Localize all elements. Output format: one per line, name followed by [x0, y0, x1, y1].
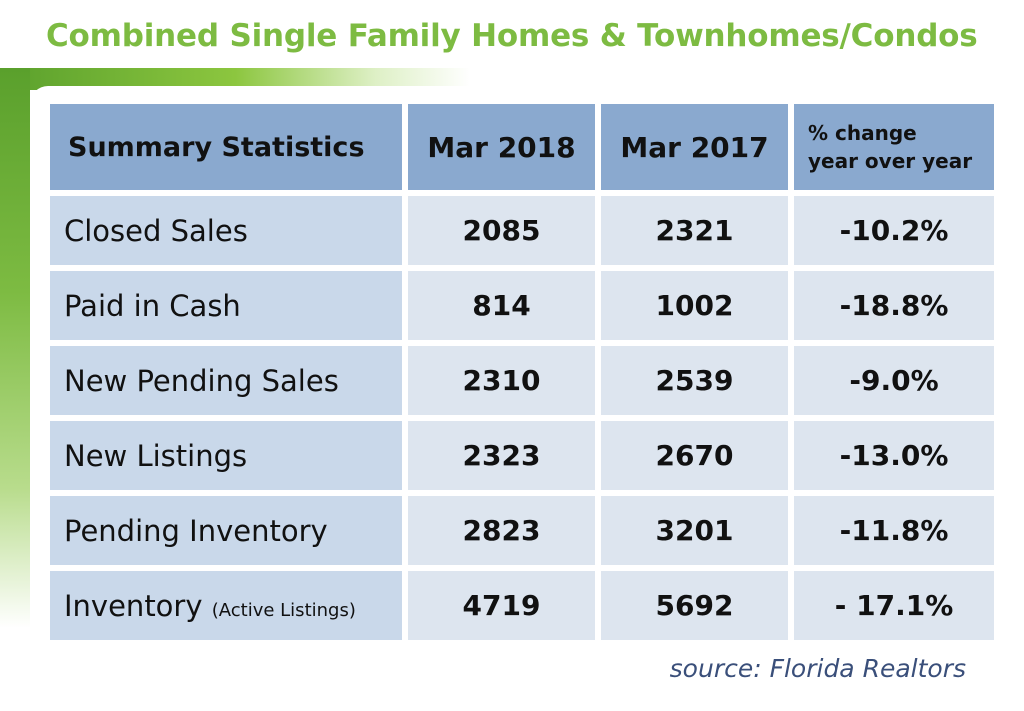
row-label-closed-sales: Closed Sales [50, 196, 402, 265]
table-row: Inventory (Active Listings) 4719 5692 - … [50, 571, 994, 640]
cell-mar-2017: 2670 [601, 421, 788, 490]
cell-percent-change: -9.0% [794, 346, 994, 415]
header-percent-change: % change year over year [794, 104, 994, 190]
green-ribbon-top [0, 68, 470, 90]
cell-mar-2018: 814 [408, 271, 595, 340]
row-label-text: Pending Inventory [64, 513, 328, 548]
row-label-pending-inventory: Pending Inventory [50, 496, 402, 565]
header-mar-2018: Mar 2018 [408, 104, 595, 190]
summary-statistics-table: Summary Statistics Mar 2018 Mar 2017 % c… [44, 98, 1000, 646]
green-ribbon-left [0, 68, 30, 628]
header-summary-statistics: Summary Statistics [50, 104, 402, 190]
cell-percent-change: -11.8% [794, 496, 994, 565]
header-percent-change-line1: % change [808, 121, 917, 145]
row-label-text: Inventory [64, 588, 203, 623]
cell-mar-2018: 4719 [408, 571, 595, 640]
cell-mar-2017: 2539 [601, 346, 788, 415]
row-label-text: Paid in Cash [64, 288, 241, 323]
table-row: Paid in Cash 814 1002 -18.8% [50, 271, 994, 340]
header-percent-change-line2: year over year [808, 149, 973, 173]
cell-mar-2017: 1002 [601, 271, 788, 340]
table-row: New Pending Sales 2310 2539 -9.0% [50, 346, 994, 415]
cell-mar-2018: 2085 [408, 196, 595, 265]
table-header-row: Summary Statistics Mar 2018 Mar 2017 % c… [50, 104, 994, 190]
cell-percent-change: - 17.1% [794, 571, 994, 640]
row-label-new-pending-sales: New Pending Sales [50, 346, 402, 415]
row-label-text: New Listings [64, 438, 248, 473]
row-label-inventory: Inventory (Active Listings) [50, 571, 402, 640]
cell-percent-change: -10.2% [794, 196, 994, 265]
row-label-text: Closed Sales [64, 213, 248, 248]
table-row: New Listings 2323 2670 -13.0% [50, 421, 994, 490]
row-label-subtext: (Active Listings) [211, 599, 356, 621]
row-label-text: New Pending Sales [64, 363, 339, 398]
row-label-paid-in-cash: Paid in Cash [50, 271, 402, 340]
cell-mar-2017: 3201 [601, 496, 788, 565]
cell-mar-2018: 2323 [408, 421, 595, 490]
table-row: Closed Sales 2085 2321 -10.2% [50, 196, 994, 265]
cell-mar-2018: 2823 [408, 496, 595, 565]
cell-percent-change: -13.0% [794, 421, 994, 490]
cell-mar-2017: 2321 [601, 196, 788, 265]
page-title: Combined Single Family Homes & Townhomes… [46, 18, 978, 54]
source-credit: source: Florida Realtors [669, 654, 966, 683]
table-row: Pending Inventory 2823 3201 -11.8% [50, 496, 994, 565]
row-label-new-listings: New Listings [50, 421, 402, 490]
cell-percent-change: -18.8% [794, 271, 994, 340]
cell-mar-2018: 2310 [408, 346, 595, 415]
cell-mar-2017: 5692 [601, 571, 788, 640]
header-mar-2017: Mar 2017 [601, 104, 788, 190]
